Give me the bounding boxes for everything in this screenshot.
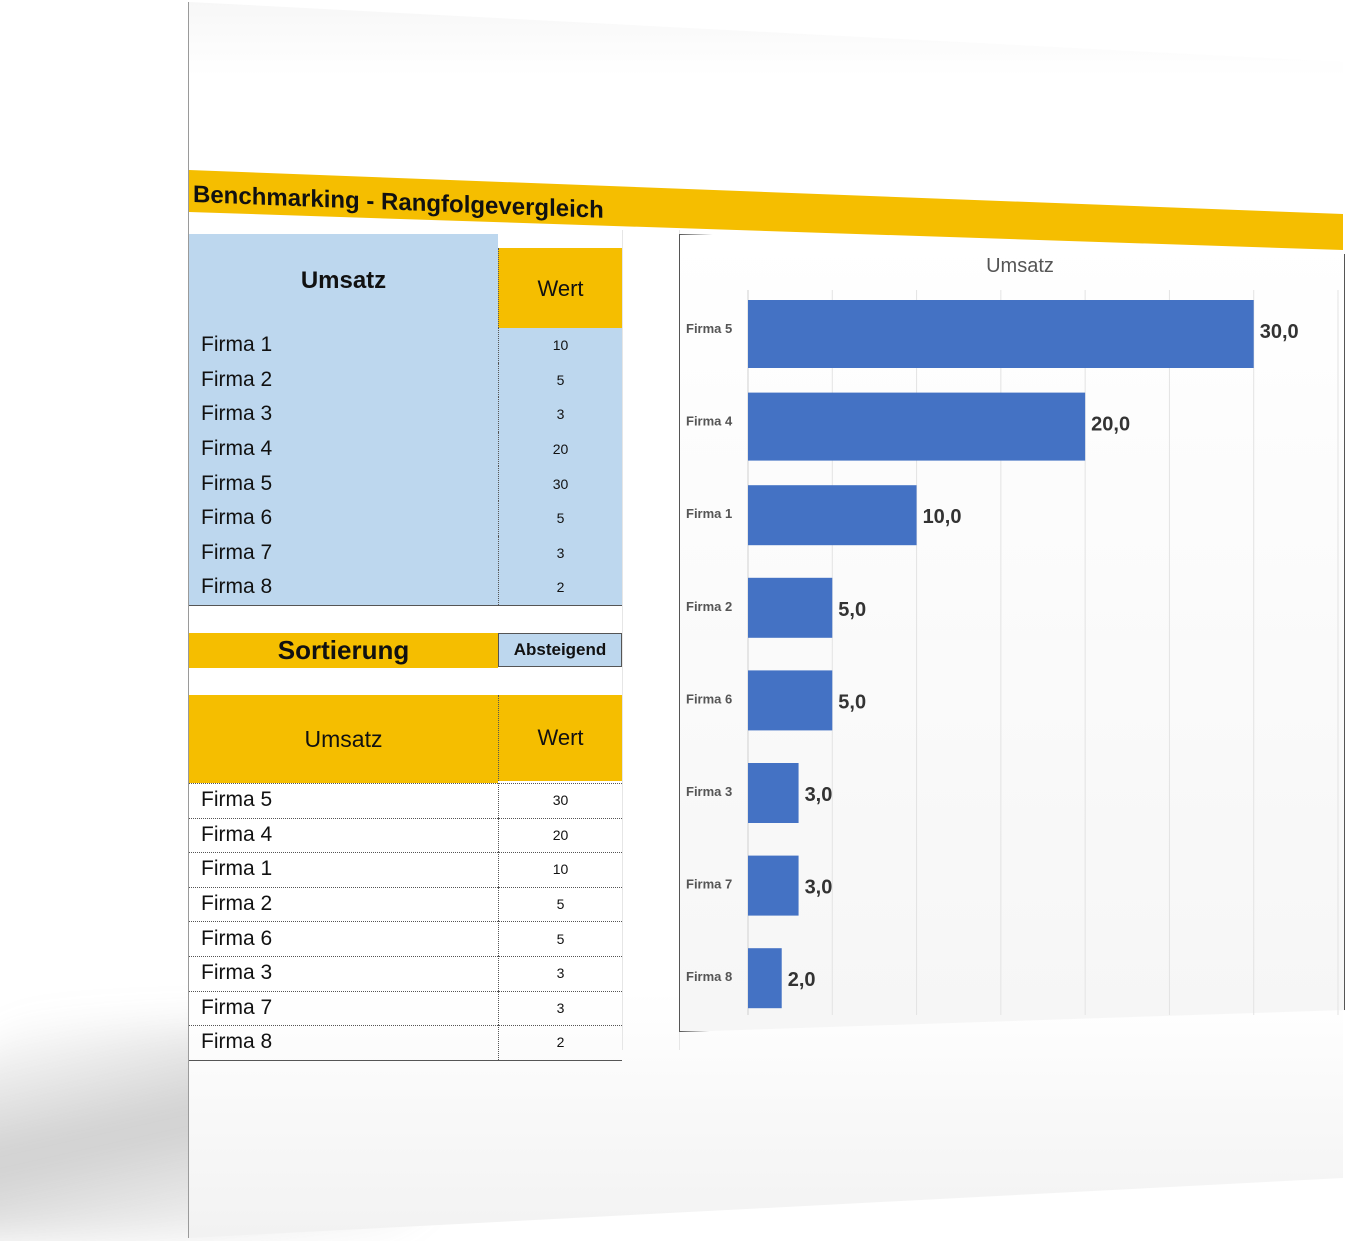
- row-divider: [189, 783, 622, 784]
- chart-data-label: 3,0: [805, 784, 833, 806]
- chart-bar[interactable]: [748, 948, 782, 1009]
- company-name-cell: Firma 3: [201, 961, 273, 985]
- chart-bar[interactable]: [748, 855, 799, 916]
- sorted-header-label: Umsatz: [189, 695, 498, 783]
- row-divider: [189, 1025, 622, 1027]
- company-value-cell[interactable]: 3: [498, 535, 622, 571]
- company-value-cell[interactable]: 5: [498, 501, 622, 536]
- chart-data-label: 5,0: [838, 691, 866, 713]
- company-name-cell: Firma 2: [201, 892, 273, 916]
- chart-category-label: Firma 6: [686, 691, 732, 706]
- chart-category-label: Firma 3: [686, 784, 732, 799]
- chart-title: Umsatz: [986, 255, 1054, 277]
- company-value-cell[interactable]: 20: [498, 431, 622, 467]
- company-name-cell: Firma 7: [201, 995, 273, 1019]
- company-value-cell[interactable]: 30: [498, 466, 622, 501]
- page-edge: [188, 2, 189, 1238]
- company-name-cell[interactable]: Firma 3: [189, 397, 498, 432]
- company-value-cell[interactable]: 2: [498, 570, 622, 605]
- company-name-cell[interactable]: Firma 6: [189, 501, 498, 536]
- table-bottom-border: [189, 604, 622, 606]
- row-divider: [189, 852, 622, 854]
- company-value-cell: 3: [498, 990, 622, 1026]
- company-value-cell: 3: [498, 956, 622, 991]
- company-name-cell: Firma 8: [201, 1030, 273, 1054]
- chart-data-label: 20,0: [1091, 414, 1130, 436]
- company-name-cell[interactable]: Firma 8: [189, 570, 498, 605]
- company-value-cell[interactable]: 5: [498, 362, 622, 398]
- sorted-table: Umsatz Wert Firma 5 30 Firma 4 20 Firma 1 10 F…: [189, 695, 622, 1061]
- company-value-cell: 10: [498, 852, 622, 887]
- company-value-cell: 5: [498, 886, 622, 922]
- chart-category-label: Firma 1: [686, 506, 732, 521]
- chart-category-label: Firma 4: [686, 414, 733, 429]
- table-bottom-border: [189, 1059, 622, 1061]
- company-value-cell: 30: [498, 783, 622, 818]
- company-value-cell[interactable]: 10: [498, 328, 622, 363]
- row-divider: [189, 956, 622, 957]
- sort-label: Sortierung: [189, 633, 498, 668]
- sort-order-dropdown[interactable]: Absteigend: [498, 633, 622, 667]
- chart-bar[interactable]: [748, 392, 1086, 461]
- chart-category-label: Firma 8: [686, 969, 732, 984]
- chart-data-label: 5,0: [838, 599, 866, 621]
- chart-category-label: Firma 7: [686, 877, 732, 892]
- company-value-cell[interactable]: 3: [498, 397, 622, 432]
- input-header-label: Umsatz: [189, 234, 498, 328]
- company-name-cell[interactable]: Firma 2: [189, 362, 498, 398]
- chart-category-label: Firma 2: [686, 599, 732, 614]
- company-name-cell[interactable]: Firma 5: [189, 466, 498, 501]
- row-divider: [189, 990, 622, 992]
- company-value-cell: 20: [498, 817, 622, 853]
- company-name-cell: Firma 5: [201, 788, 273, 812]
- company-name-cell[interactable]: Firma 1: [189, 328, 498, 363]
- row-divider: [189, 921, 622, 923]
- company-name-cell[interactable]: Firma 4: [189, 431, 498, 467]
- row-divider: [189, 886, 622, 888]
- sorted-header-value: Wert: [498, 695, 622, 781]
- chart-bar[interactable]: [748, 577, 833, 638]
- company-value-cell: 2: [498, 1025, 622, 1060]
- chart-data-label: 2,0: [788, 969, 816, 991]
- company-name-cell: Firma 1: [201, 857, 273, 881]
- chart-bar[interactable]: [748, 485, 917, 546]
- input-table: Umsatz Wert Firma 1 10 Firma 2 5 Firma 3 3 Fir…: [189, 234, 622, 606]
- chart-category-label: Firma 5: [686, 321, 732, 336]
- company-name-cell: Firma 4: [201, 822, 273, 846]
- chart-data-label: 30,0: [1260, 321, 1299, 343]
- row-divider: [189, 817, 622, 819]
- chart-bar[interactable]: [748, 763, 799, 823]
- chart-data-label: 3,0: [805, 877, 833, 899]
- company-name-cell[interactable]: Firma 7: [189, 535, 498, 571]
- chart-bar[interactable]: [748, 670, 833, 731]
- company-value-cell: 5: [498, 921, 622, 956]
- chart-bar[interactable]: [748, 300, 1254, 368]
- grid-column-line: [622, 230, 623, 1050]
- company-name-cell: Firma 6: [201, 926, 273, 950]
- chart-data-label: 10,0: [923, 506, 962, 528]
- input-header-value: Wert: [498, 248, 622, 330]
